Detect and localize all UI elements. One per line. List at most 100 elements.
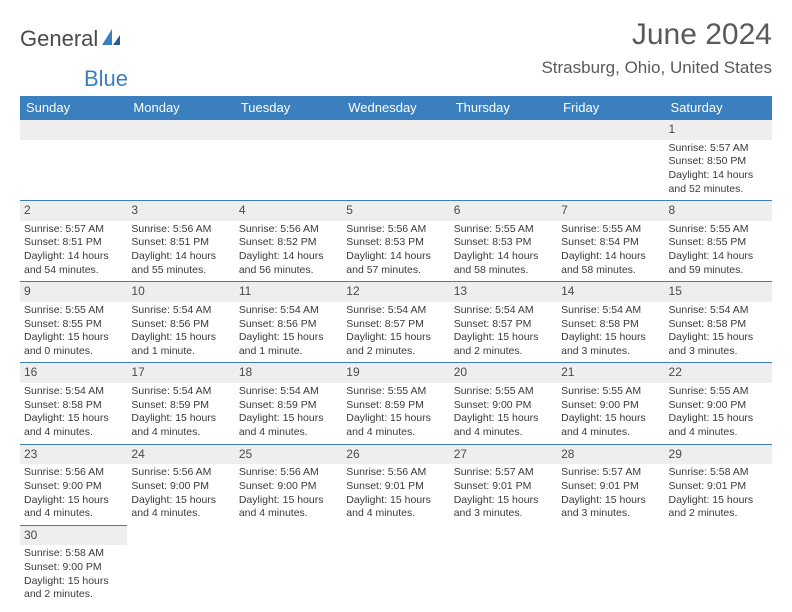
day-detail-line: Sunset: 9:01 PM bbox=[669, 480, 768, 494]
day-detail-line: and 2 minutes. bbox=[669, 507, 768, 521]
day-detail-line: Sunrise: 5:56 AM bbox=[239, 466, 338, 480]
day-detail-line: Sunset: 8:52 PM bbox=[239, 236, 338, 250]
weekday-header: Sunday bbox=[20, 96, 127, 120]
day-number-cell: 26 bbox=[342, 444, 449, 464]
day-detail-line: and 3 minutes. bbox=[669, 345, 768, 359]
day-detail-line: Sunrise: 5:56 AM bbox=[346, 223, 445, 237]
day-number-cell bbox=[450, 525, 557, 545]
day-detail-line: Sunset: 9:00 PM bbox=[561, 399, 660, 413]
weekday-header: Wednesday bbox=[342, 96, 449, 120]
day-detail-line: Sunrise: 5:54 AM bbox=[239, 304, 338, 318]
day-detail-line: Sunrise: 5:55 AM bbox=[561, 385, 660, 399]
day-detail-line: Sunset: 8:59 PM bbox=[239, 399, 338, 413]
day-number-row: 16171819202122 bbox=[20, 363, 772, 383]
day-detail-line: Sunset: 8:54 PM bbox=[561, 236, 660, 250]
day-detail-line: Daylight: 15 hours bbox=[669, 412, 768, 426]
day-detail-cell: Sunrise: 5:58 AMSunset: 9:01 PMDaylight:… bbox=[665, 464, 772, 525]
day-detail-line: and 4 minutes. bbox=[561, 426, 660, 440]
day-detail-line: and 4 minutes. bbox=[346, 426, 445, 440]
day-detail-line: Sunrise: 5:54 AM bbox=[131, 385, 230, 399]
day-detail-line: Sunrise: 5:56 AM bbox=[239, 223, 338, 237]
day-detail-line: Sunset: 8:57 PM bbox=[346, 318, 445, 332]
day-number-cell: 11 bbox=[235, 282, 342, 302]
day-number-cell: 23 bbox=[20, 444, 127, 464]
logo: General bbox=[20, 18, 124, 52]
day-detail-line: Sunrise: 5:54 AM bbox=[454, 304, 553, 318]
day-detail-line: Sunrise: 5:54 AM bbox=[346, 304, 445, 318]
day-detail-line: and 1 minute. bbox=[239, 345, 338, 359]
day-number-cell bbox=[557, 120, 664, 140]
weekday-header: Friday bbox=[557, 96, 664, 120]
day-detail-line: Daylight: 15 hours bbox=[131, 412, 230, 426]
day-detail-line: Daylight: 15 hours bbox=[24, 575, 123, 589]
day-number-row: 30 bbox=[20, 525, 772, 545]
day-number-cell: 27 bbox=[450, 444, 557, 464]
day-number-cell bbox=[127, 120, 234, 140]
day-detail-cell bbox=[235, 545, 342, 606]
day-number-row: 2345678 bbox=[20, 201, 772, 221]
day-detail-line: and 57 minutes. bbox=[346, 264, 445, 278]
day-detail-line: Sunset: 9:01 PM bbox=[346, 480, 445, 494]
day-number-cell bbox=[342, 120, 449, 140]
day-detail-line: and 0 minutes. bbox=[24, 345, 123, 359]
day-number-cell: 15 bbox=[665, 282, 772, 302]
day-detail-line: Sunrise: 5:54 AM bbox=[239, 385, 338, 399]
day-detail-line: Sunset: 9:00 PM bbox=[239, 480, 338, 494]
day-number-cell: 7 bbox=[557, 201, 664, 221]
day-detail-cell bbox=[127, 140, 234, 201]
day-detail-line: Sunset: 8:58 PM bbox=[669, 318, 768, 332]
day-detail-line: Daylight: 14 hours bbox=[669, 250, 768, 264]
day-detail-line: Daylight: 15 hours bbox=[24, 494, 123, 508]
day-detail-line: and 2 minutes. bbox=[346, 345, 445, 359]
day-detail-line: Sunrise: 5:54 AM bbox=[24, 385, 123, 399]
day-detail-line: and 4 minutes. bbox=[669, 426, 768, 440]
day-number-cell bbox=[20, 120, 127, 140]
day-detail-line: Sunrise: 5:58 AM bbox=[669, 466, 768, 480]
day-detail-line: and 4 minutes. bbox=[131, 426, 230, 440]
day-detail-cell bbox=[235, 140, 342, 201]
day-detail-line: and 4 minutes. bbox=[454, 426, 553, 440]
day-detail-line: Sunrise: 5:57 AM bbox=[561, 466, 660, 480]
day-detail-line: and 4 minutes. bbox=[239, 426, 338, 440]
day-detail-line: and 4 minutes. bbox=[131, 507, 230, 521]
day-detail-line: Daylight: 15 hours bbox=[454, 494, 553, 508]
day-detail-line: Daylight: 15 hours bbox=[239, 494, 338, 508]
day-detail-line: and 58 minutes. bbox=[561, 264, 660, 278]
day-detail-cell: Sunrise: 5:55 AMSunset: 8:55 PMDaylight:… bbox=[20, 302, 127, 363]
day-detail-line: Sunset: 8:55 PM bbox=[669, 236, 768, 250]
day-detail-line: Sunset: 8:53 PM bbox=[454, 236, 553, 250]
weekday-header: Saturday bbox=[665, 96, 772, 120]
day-detail-line: Daylight: 15 hours bbox=[24, 412, 123, 426]
day-detail-cell bbox=[665, 545, 772, 606]
day-detail-line: Daylight: 15 hours bbox=[561, 331, 660, 345]
day-detail-line: Daylight: 14 hours bbox=[561, 250, 660, 264]
day-detail-line: and 55 minutes. bbox=[131, 264, 230, 278]
day-number-cell bbox=[450, 120, 557, 140]
day-detail-line: Sunrise: 5:57 AM bbox=[24, 223, 123, 237]
day-detail-line: Sunrise: 5:57 AM bbox=[454, 466, 553, 480]
day-detail-line: Sunset: 8:56 PM bbox=[131, 318, 230, 332]
day-detail-line: Sunset: 9:00 PM bbox=[24, 561, 123, 575]
day-detail-line: Sunrise: 5:56 AM bbox=[24, 466, 123, 480]
day-detail-row: Sunrise: 5:55 AMSunset: 8:55 PMDaylight:… bbox=[20, 302, 772, 363]
day-detail-cell bbox=[557, 545, 664, 606]
day-number-cell: 28 bbox=[557, 444, 664, 464]
day-detail-cell: Sunrise: 5:56 AMSunset: 9:00 PMDaylight:… bbox=[20, 464, 127, 525]
day-detail-line: Sunrise: 5:56 AM bbox=[131, 466, 230, 480]
day-detail-line: and 58 minutes. bbox=[454, 264, 553, 278]
day-detail-line: Daylight: 15 hours bbox=[346, 494, 445, 508]
day-detail-line: Sunset: 8:58 PM bbox=[561, 318, 660, 332]
day-detail-line: Sunset: 9:00 PM bbox=[131, 480, 230, 494]
day-detail-line: Daylight: 15 hours bbox=[669, 494, 768, 508]
day-detail-line: Daylight: 15 hours bbox=[669, 331, 768, 345]
day-detail-cell: Sunrise: 5:54 AMSunset: 8:58 PMDaylight:… bbox=[665, 302, 772, 363]
day-detail-cell bbox=[20, 140, 127, 201]
day-detail-cell: Sunrise: 5:54 AMSunset: 8:59 PMDaylight:… bbox=[127, 383, 234, 444]
day-detail-line: Sunrise: 5:55 AM bbox=[454, 223, 553, 237]
day-number-cell: 22 bbox=[665, 363, 772, 383]
logo-sail-icon bbox=[100, 27, 122, 52]
day-detail-line: Sunset: 8:51 PM bbox=[131, 236, 230, 250]
day-detail-cell bbox=[342, 140, 449, 201]
calendar-table: Sunday Monday Tuesday Wednesday Thursday… bbox=[20, 96, 772, 606]
day-number-cell: 13 bbox=[450, 282, 557, 302]
